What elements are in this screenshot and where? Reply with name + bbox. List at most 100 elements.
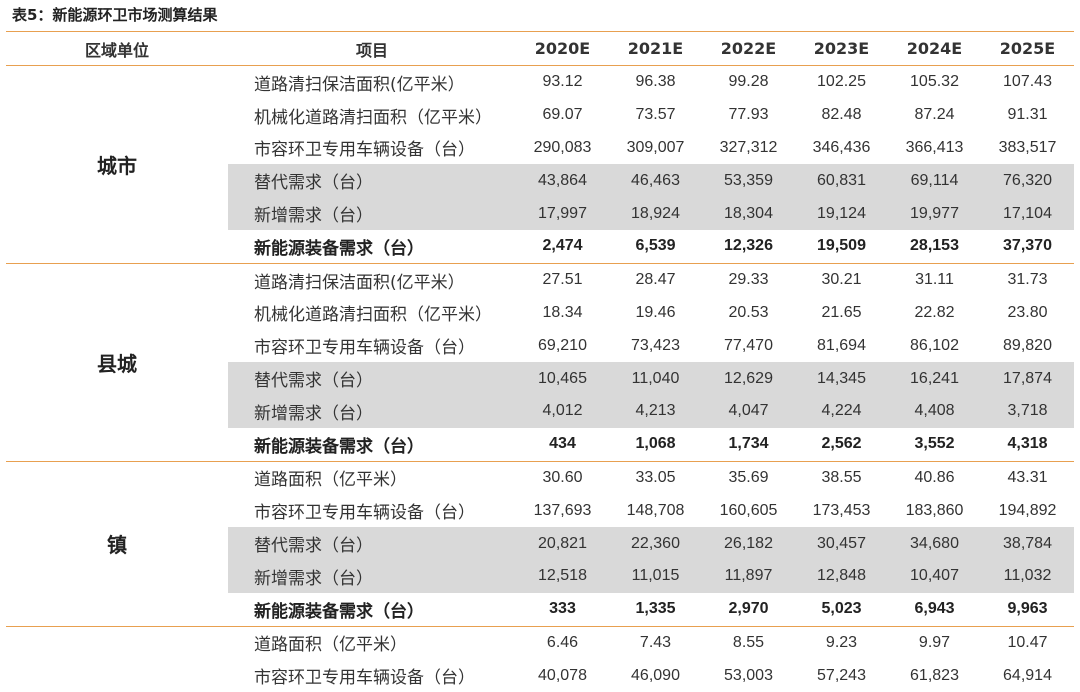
value-cell: 77.93: [702, 99, 795, 132]
value-cell: 3,718: [981, 395, 1074, 428]
value-cell: 2,474: [516, 230, 609, 263]
value-cell: 1,068: [609, 428, 702, 461]
value-cell: 40.86: [888, 461, 981, 494]
value-cell: 29.33: [702, 263, 795, 296]
value-cell: 26,182: [702, 527, 795, 560]
item-label: 机械化道路清扫面积（亿平米）: [228, 297, 516, 330]
value-cell: 31.73: [981, 263, 1074, 296]
value-cell: 30,457: [795, 527, 888, 560]
value-cell: 309,007: [609, 132, 702, 165]
value-cell: 64,914: [981, 659, 1074, 692]
value-cell: 16,241: [888, 362, 981, 395]
value-cell: 46,090: [609, 659, 702, 692]
item-label: 新能源装备需求（台）: [228, 428, 516, 461]
value-cell: 105.32: [888, 66, 981, 99]
header-region: 区域单位: [6, 32, 228, 66]
value-cell: 11,040: [609, 362, 702, 395]
header-year: 2024E: [888, 32, 981, 66]
value-cell: 61,823: [888, 659, 981, 692]
value-cell: 19,977: [888, 197, 981, 230]
value-cell: 81,694: [795, 329, 888, 362]
value-cell: 5,023: [795, 593, 888, 626]
value-cell: 14,345: [795, 362, 888, 395]
header-row: 区域单位 项目 2020E 2021E 2022E 2023E 2024E 20…: [6, 32, 1074, 66]
value-cell: 434: [516, 428, 609, 461]
value-cell: 22,360: [609, 527, 702, 560]
value-cell: 20.53: [702, 297, 795, 330]
value-cell: 53,359: [702, 164, 795, 197]
value-cell: 57,243: [795, 659, 888, 692]
value-cell: 30.60: [516, 461, 609, 494]
value-cell: 20,821: [516, 527, 609, 560]
value-cell: 30.21: [795, 263, 888, 296]
value-cell: 73,423: [609, 329, 702, 362]
value-cell: 18,924: [609, 197, 702, 230]
value-cell: 333: [516, 593, 609, 626]
value-cell: 19.46: [609, 297, 702, 330]
value-cell: 73.57: [609, 99, 702, 132]
item-label: 替代需求（台）: [228, 362, 516, 395]
item-label: 市容环卫专用车辆设备（台）: [228, 132, 516, 165]
item-label: 市容环卫专用车辆设备（台）: [228, 494, 516, 527]
value-cell: 53,003: [702, 659, 795, 692]
value-cell: 290,083: [516, 132, 609, 165]
value-cell: 12,848: [795, 560, 888, 593]
value-cell: 38,784: [981, 527, 1074, 560]
value-cell: 35.69: [702, 461, 795, 494]
value-cell: 4,213: [609, 395, 702, 428]
value-cell: 93.12: [516, 66, 609, 99]
item-label: 替代需求（台）: [228, 527, 516, 560]
value-cell: 11,897: [702, 560, 795, 593]
value-cell: 31.11: [888, 263, 981, 296]
value-cell: 89,820: [981, 329, 1074, 362]
value-cell: 18.34: [516, 297, 609, 330]
value-cell: 23.80: [981, 297, 1074, 330]
value-cell: 43.31: [981, 461, 1074, 494]
item-label: 道路面积（亿平米）: [228, 626, 516, 659]
header-year: 2020E: [516, 32, 609, 66]
item-label: 市容环卫专用车辆设备（台）: [228, 659, 516, 692]
value-cell: 9.23: [795, 626, 888, 659]
value-cell: 148,708: [609, 494, 702, 527]
value-cell: 40,078: [516, 659, 609, 692]
value-cell: 22.82: [888, 297, 981, 330]
value-cell: 4,012: [516, 395, 609, 428]
header-year: 2025E: [981, 32, 1074, 66]
item-label: 机械化道路清扫面积（亿平米）: [228, 99, 516, 132]
value-cell: 10,465: [516, 362, 609, 395]
value-cell: 1,335: [609, 593, 702, 626]
value-cell: 77,470: [702, 329, 795, 362]
value-cell: 69,210: [516, 329, 609, 362]
item-label: 道路清扫保洁面积(亿平米）: [228, 66, 516, 99]
value-cell: 11,015: [609, 560, 702, 593]
value-cell: 4,408: [888, 395, 981, 428]
value-cell: 4,318: [981, 428, 1074, 461]
item-label: 新能源装备需求（台）: [228, 593, 516, 626]
value-cell: 69,114: [888, 164, 981, 197]
item-label: 替代需求（台）: [228, 164, 516, 197]
value-cell: 137,693: [516, 494, 609, 527]
value-cell: 183,860: [888, 494, 981, 527]
value-cell: 33.05: [609, 461, 702, 494]
value-cell: 17,104: [981, 197, 1074, 230]
item-label: 新增需求（台）: [228, 560, 516, 593]
item-label: 道路面积（亿平米）: [228, 461, 516, 494]
value-cell: 60,831: [795, 164, 888, 197]
item-label: 新增需求（台）: [228, 197, 516, 230]
region-cell: 县城: [6, 263, 228, 461]
value-cell: 28,153: [888, 230, 981, 263]
value-cell: 96.38: [609, 66, 702, 99]
value-cell: 18,304: [702, 197, 795, 230]
value-cell: 4,047: [702, 395, 795, 428]
value-cell: 107.43: [981, 66, 1074, 99]
value-cell: 12,629: [702, 362, 795, 395]
value-cell: 19,124: [795, 197, 888, 230]
value-cell: 91.31: [981, 99, 1074, 132]
value-cell: 86,102: [888, 329, 981, 362]
value-cell: 160,605: [702, 494, 795, 527]
header-year: 2023E: [795, 32, 888, 66]
value-cell: 17,874: [981, 362, 1074, 395]
